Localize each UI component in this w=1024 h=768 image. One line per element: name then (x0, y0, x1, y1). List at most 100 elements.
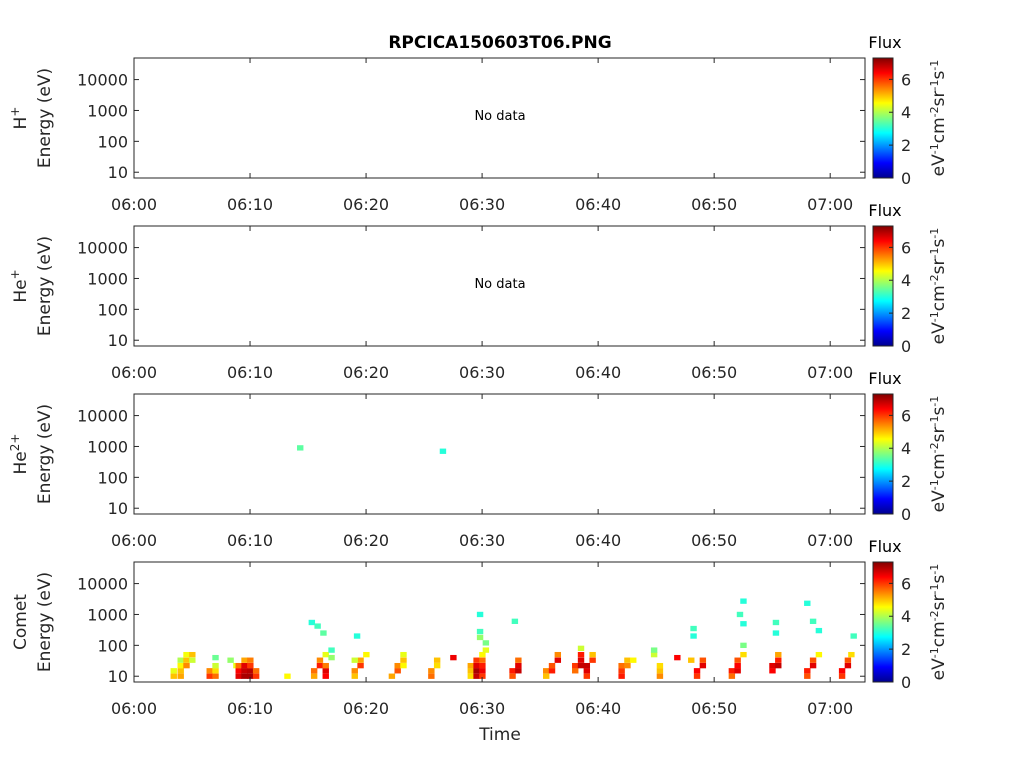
x-tick-label: 06:30 (459, 363, 505, 382)
x-tick-label: 06:50 (691, 699, 737, 718)
heatmap-cell (357, 662, 364, 669)
heatmap-cell (577, 662, 585, 669)
units-part: cm (929, 453, 949, 479)
x-axis-label: Time (478, 725, 521, 745)
heatmap-cell (247, 662, 254, 669)
heatmap-cell (734, 662, 741, 669)
heatmap-cell (693, 668, 701, 674)
heatmap-cell (728, 668, 736, 674)
x-tick-label: 07:00 (807, 363, 853, 382)
colorbar-tick-label: 6 (901, 406, 911, 425)
heatmap-cell (394, 668, 401, 674)
heatmap-cell (650, 651, 658, 658)
heatmap-cell (740, 651, 747, 658)
x-tick-label: 06:10 (227, 531, 273, 550)
heatmap-cell (624, 662, 631, 669)
heatmap-cell (804, 673, 811, 679)
x-tick-label: 06:40 (575, 699, 621, 718)
heatmap-cell (769, 668, 776, 674)
heatmap-cell (728, 673, 736, 679)
units-part: eV (929, 490, 949, 512)
axes-frame (133, 393, 866, 515)
no-data-note: No data (474, 277, 525, 292)
x-tick-label: 06:00 (111, 699, 157, 718)
heatmap-cell (772, 619, 780, 626)
heatmap-cell (476, 634, 484, 641)
heatmap-cell (804, 668, 811, 674)
units-part: cm (929, 285, 949, 311)
units-part: -1 (928, 396, 941, 407)
units-part: -1 (928, 311, 941, 322)
heatmap-cell (848, 651, 855, 658)
colorbar-units-label: eV-1cm-2sr-1s-1 (928, 396, 949, 513)
heatmap-cell (227, 657, 234, 663)
colorbar-title: Flux (868, 537, 901, 556)
heatmap-cell (838, 668, 846, 674)
colorbar-tick-label: 4 (901, 103, 911, 122)
heatmap-cell (577, 645, 585, 652)
heatmap-cell (351, 673, 358, 679)
heatmap-cell (479, 673, 486, 679)
heatmap-cell (189, 657, 196, 663)
heatmap-cell (351, 657, 358, 663)
heatmap-cell (740, 621, 747, 627)
units-part: -2 (928, 106, 941, 117)
heatmap-cell (690, 633, 697, 639)
colorbar-tick-label: 0 (901, 169, 911, 188)
y-tick-label: 10 (108, 499, 128, 518)
heatmap-cell (183, 657, 190, 663)
units-part: sr (929, 426, 949, 442)
heatmap-cell (322, 668, 329, 674)
y-tick-label: 1000 (87, 101, 128, 120)
heatmap-cell (394, 662, 401, 669)
units-part: -2 (928, 274, 941, 285)
plot-area (134, 58, 865, 178)
units-part: sr (929, 90, 949, 106)
units-part: eV (929, 154, 949, 176)
heatmap-cell (838, 673, 846, 679)
axes-frame (133, 561, 866, 683)
x-tick-label: 06:50 (691, 363, 737, 382)
y-tick-label: 100 (97, 636, 128, 655)
heatmap-cell (736, 611, 744, 618)
heatmap-cell (844, 657, 852, 663)
heatmap-cell (656, 668, 664, 674)
heatmap-cell (815, 651, 823, 658)
x-tick-label: 06:20 (343, 531, 389, 550)
colorbar-tick-label: 0 (901, 505, 911, 524)
panel-2: 06:00 06:10 06:20 06:30 06:40 06:50 07:00 10 100… (8, 201, 949, 382)
heatmap-cell (170, 668, 177, 674)
heatmap-cell (241, 657, 248, 663)
y-tick-label: 10 (108, 331, 128, 350)
heatmap-cell (543, 668, 550, 674)
colorbar (872, 561, 894, 683)
heatmap-cell (775, 657, 782, 663)
heatmap-cell (674, 654, 681, 661)
colorbar-tick-label: 6 (901, 70, 911, 89)
heatmap-cell (515, 668, 522, 674)
units-part: s (929, 407, 949, 416)
heatmap-cell (509, 673, 516, 679)
plot-area (134, 226, 865, 346)
units-part: -1 (928, 143, 941, 154)
colorbar-tick-label: 6 (901, 574, 911, 593)
x-tick-label: 07:00 (807, 531, 853, 550)
heatmap-cell (618, 668, 625, 674)
units-part: -1 (928, 479, 941, 490)
heatmap-cell (170, 673, 177, 679)
heatmap-cell (328, 647, 335, 653)
units-part: eV (929, 658, 949, 680)
y-axis-species-label: He2+ (8, 434, 31, 475)
units-part: cm (929, 621, 949, 647)
heatmap-cell (772, 630, 780, 636)
heatmap-cell (322, 662, 329, 669)
x-tick-label: 06:20 (343, 363, 389, 382)
units-part: -1 (928, 60, 941, 71)
heatmap-cell (428, 673, 435, 679)
y-axis-species-label: He+ (8, 269, 31, 302)
heatmap-cell (809, 657, 817, 663)
axes-frame (133, 225, 866, 347)
heatmap-cell (473, 657, 480, 663)
heatmap-cell (699, 662, 707, 669)
units-part: -1 (928, 80, 941, 91)
